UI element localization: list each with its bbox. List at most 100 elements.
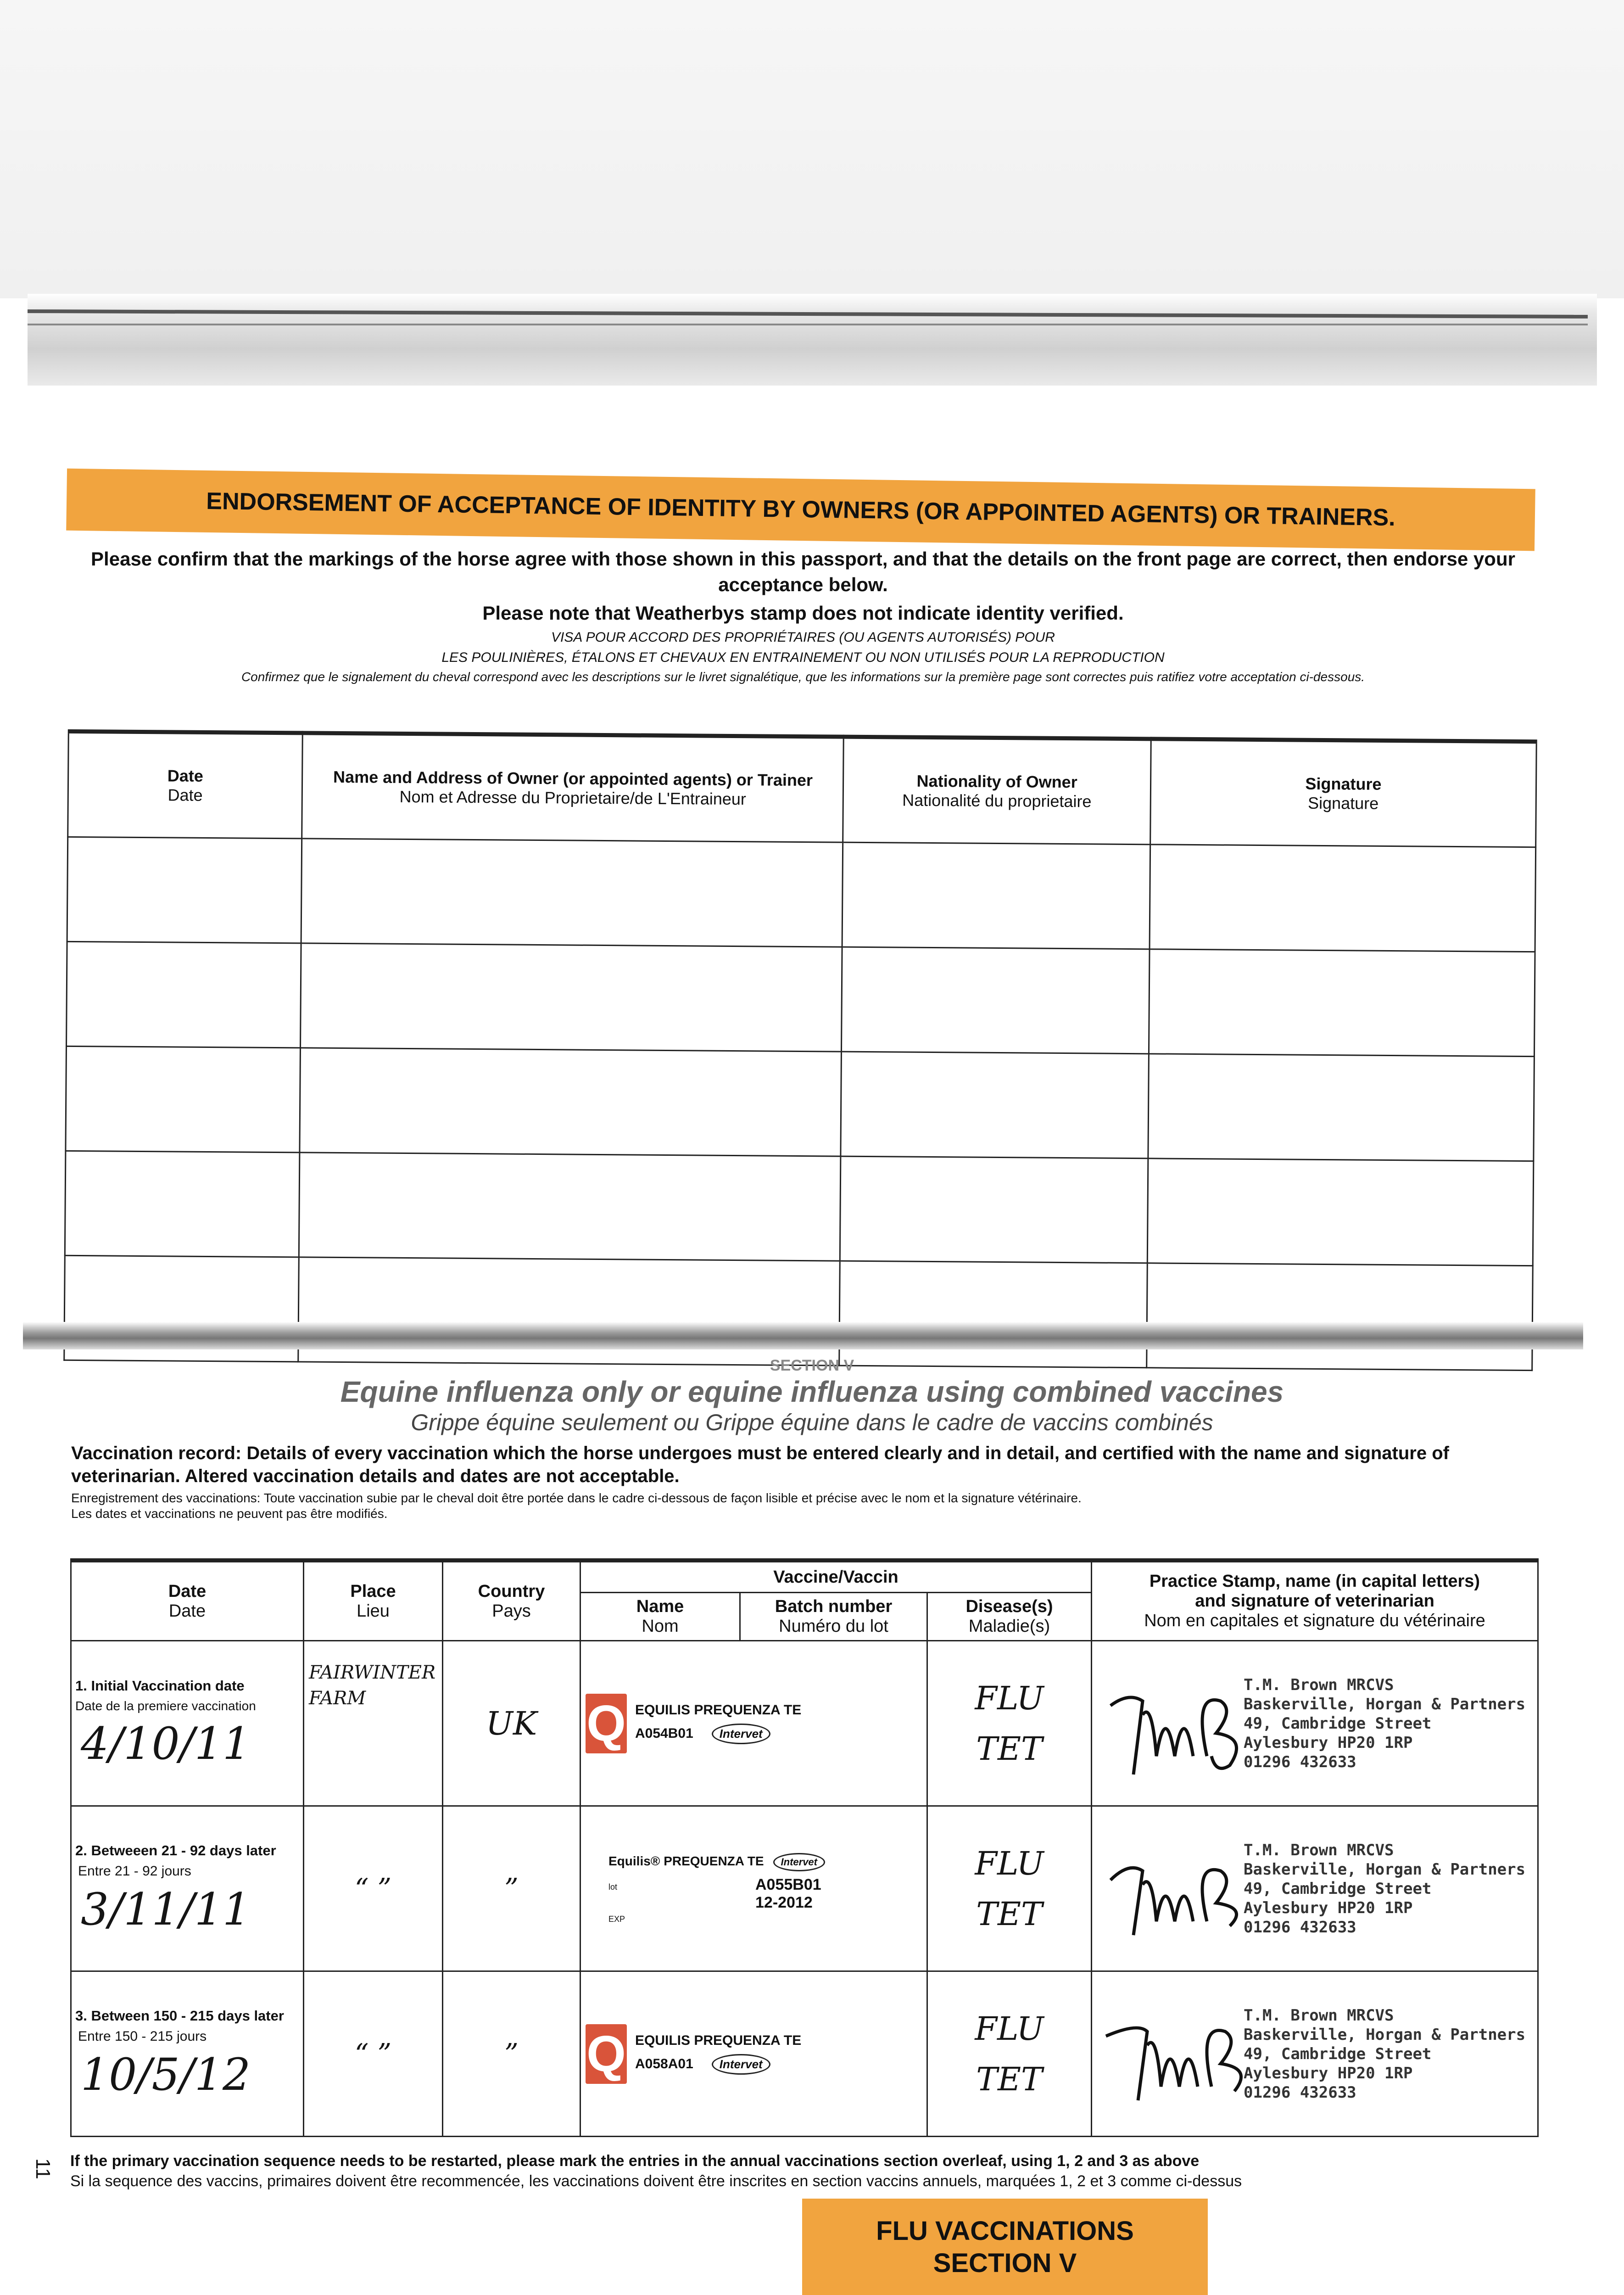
date-cell[interactable]: 2. Betweeen 21 - 92 days later Entre 21 …	[70, 1805, 304, 1972]
empty-cell[interactable]	[299, 1152, 841, 1261]
country-cell[interactable]: UK	[442, 1640, 581, 1807]
stamp-line: 01296 432633	[1244, 1918, 1356, 1937]
ditto-mark: ”	[504, 2038, 519, 2070]
empty-cell[interactable]	[839, 1261, 1148, 1368]
empty-cell[interactable]	[300, 1047, 842, 1157]
stamp-line: 01296 432633	[1244, 1752, 1356, 1771]
col-place: Place Lieu	[303, 1560, 443, 1641]
table-row	[64, 1255, 1533, 1371]
stamp-line: T.M. Brown MRCVS	[1244, 2006, 1394, 2025]
handwritten-place: FAIRWINTER FARM	[309, 1662, 436, 1709]
sticker-batch: A058A01	[635, 2056, 693, 2071]
page-number: 11	[31, 2158, 54, 2179]
disease-cell[interactable]: FLU TET	[926, 1640, 1092, 1807]
stamp-line: Baskerville, Horgan & Partners	[1244, 1860, 1526, 1879]
vaccination-row-2: 2. Betweeen 21 - 92 days later Entre 21 …	[70, 1805, 1539, 1972]
ditto-mark: “ ”	[354, 1872, 392, 1905]
col-country: Country Pays	[442, 1560, 581, 1641]
place-cell[interactable]: “ ”	[303, 1970, 443, 2137]
endorsement-banner: ENDORSEMENT OF ACCEPTANCE OF IDENTITY BY…	[66, 468, 1535, 551]
row-label: 2. Betweeen 21 - 92 days later	[75, 1842, 276, 1858]
flu-vaccinations-tab: FLU VACCINATIONS SECTION V	[802, 2199, 1208, 2295]
vaccine-sticker: Equilis® PREQUENZA TE Intervet lot A055B01…	[582, 1848, 926, 1929]
empty-cell[interactable]	[1149, 949, 1535, 1057]
vaccine-sticker-cell: Equilis® PREQUENZA TE Intervet lot A055B01…	[580, 1805, 928, 1972]
handwritten-disease: FLU	[975, 2010, 1044, 2048]
vaccine-sticker: Q EQUILIS PREQUENZA TE A058A01 Intervet	[582, 2020, 926, 2088]
empty-cell[interactable]	[1147, 1158, 1534, 1266]
handwritten-disease: FLU	[975, 1844, 1044, 1882]
empty-cell[interactable]	[840, 1156, 1148, 1263]
row-label-fr: Entre 150 - 215 jours	[78, 2028, 207, 2044]
vet-signature	[1105, 2026, 1243, 2101]
intervet-logo: Intervet	[773, 1853, 825, 1871]
empty-cell[interactable]	[841, 947, 1150, 1054]
sticker-batch: A054B01	[635, 1726, 693, 1741]
empty-cell[interactable]	[1146, 1263, 1533, 1371]
lot-label: lot	[608, 1882, 618, 1892]
section-title: Equine influenza only or equine influenz…	[340, 1375, 1284, 1408]
sticker-vaccine-name: Equilis® PREQUENZA TE	[608, 1854, 764, 1868]
disease-cell[interactable]: FLU TET	[926, 1970, 1092, 2137]
col-date: Date Date	[67, 731, 303, 839]
country-cell[interactable]: ”	[442, 1970, 581, 2137]
stamp-line: Aylesbury HP20 1RP	[1244, 1898, 1413, 1917]
ditto-mark: ”	[504, 1872, 519, 1905]
handwritten-disease: FLU	[975, 1679, 1044, 1717]
stamp-line: 49, Cambridge Street	[1244, 1714, 1432, 1733]
stamp-line: Aylesbury HP20 1RP	[1244, 1733, 1413, 1752]
vaccination-row-3: 3. Between 150 - 215 days later Entre 15…	[70, 1970, 1539, 2137]
vaccination-table: Date Date Place Lieu Country Pays Vaccine/V…	[70, 1558, 1539, 2137]
vaccination-section: Date Date Place Lieu Country Pays Vaccine/V…	[70, 1558, 1539, 2191]
weatherbys-note: Please note that Weatherbys stamp does n…	[482, 602, 1124, 624]
empty-cell[interactable]	[842, 842, 1150, 949]
table-row	[65, 1151, 1534, 1266]
stamp-line: T.M. Brown MRCVS	[1244, 1841, 1394, 1859]
empty-cell[interactable]	[65, 1046, 301, 1153]
table-row	[65, 1046, 1535, 1161]
page-edge-line	[28, 324, 1588, 325]
empty-cell[interactable]	[66, 941, 301, 1048]
handwritten-country: UK	[486, 1704, 537, 1742]
stamp-line: Baskerville, Horgan & Partners	[1244, 1695, 1526, 1713]
row-label: 1. Initial Vaccination date	[75, 1677, 245, 1694]
intervet-logo: Intervet	[711, 1724, 770, 1744]
handwritten-disease: TET	[976, 1895, 1043, 1933]
col-nationality: Nationality of Owner Nationalité du propr…	[843, 737, 1151, 845]
col-batch-number: Batch number Numéro du lot	[739, 1592, 928, 1641]
handwritten-date: 10/5/12	[81, 2049, 251, 2100]
date-cell[interactable]: 1. Initial Vaccination date Date de la p…	[70, 1640, 304, 1807]
stamp-line: Baskerville, Horgan & Partners	[1244, 2025, 1526, 2044]
place-cell[interactable]: “ ”	[303, 1805, 443, 1972]
ditto-mark: “ ”	[354, 2038, 392, 2070]
vaccine-sticker: Q EQUILIS PREQUENZA TE A054B01 Intervet	[582, 1689, 926, 1758]
row-label-fr: Entre 21 - 92 jours	[78, 1863, 191, 1879]
section-title-fr: Grippe équine seulement ou Grippe équine…	[411, 1410, 1213, 1435]
empty-cell[interactable]	[301, 838, 843, 947]
country-cell[interactable]: ”	[442, 1805, 581, 1972]
date-cell[interactable]: 3. Between 150 - 215 days later Entre 15…	[70, 1970, 304, 2137]
restart-note: If the primary vaccination sequence need…	[70, 2152, 1200, 2170]
record-fr-2: Les dates et vaccinations ne peuvent pas…	[71, 1506, 388, 1521]
section-label: SECTION V	[770, 1357, 854, 1374]
empty-cell[interactable]	[841, 1052, 1149, 1159]
vaccination-row-1: 1. Initial Vaccination date Date de la p…	[70, 1640, 1539, 1807]
empty-cell[interactable]	[67, 837, 302, 943]
equilis-q-logo: Q	[586, 1693, 627, 1753]
section-header: SECTION V Equine influenza only or equin…	[0, 1356, 1624, 1522]
restart-note-fr: Si la sequence des vaccins, primaires do…	[70, 2172, 1242, 2190]
col-vaccine-name: Name Nom	[580, 1592, 741, 1641]
vaccine-sticker-cell: Q EQUILIS PREQUENZA TE A054B01 Intervet	[580, 1640, 928, 1807]
tab-line-1: FLU VACCINATIONS	[876, 2216, 1134, 2246]
disease-cell[interactable]: FLU TET	[926, 1805, 1092, 1972]
empty-cell[interactable]	[65, 1151, 300, 1257]
empty-cell[interactable]	[1148, 1053, 1535, 1161]
visa-fr-2: LES POULINIÈRES, ÉTALONS ET CHEVAUX EN E…	[441, 650, 1165, 665]
instruction-text: Please confirm that the markings of the …	[91, 548, 1515, 595]
stamp-line: Aylesbury HP20 1RP	[1244, 2064, 1413, 2082]
page-fold-shadow	[28, 294, 1597, 386]
place-cell[interactable]: FAIRWINTER FARM	[303, 1640, 443, 1807]
record-fr-1: Enregistrement des vaccinations: Toute v…	[71, 1491, 1082, 1505]
empty-cell[interactable]	[300, 943, 843, 1052]
empty-cell[interactable]	[1149, 844, 1536, 952]
